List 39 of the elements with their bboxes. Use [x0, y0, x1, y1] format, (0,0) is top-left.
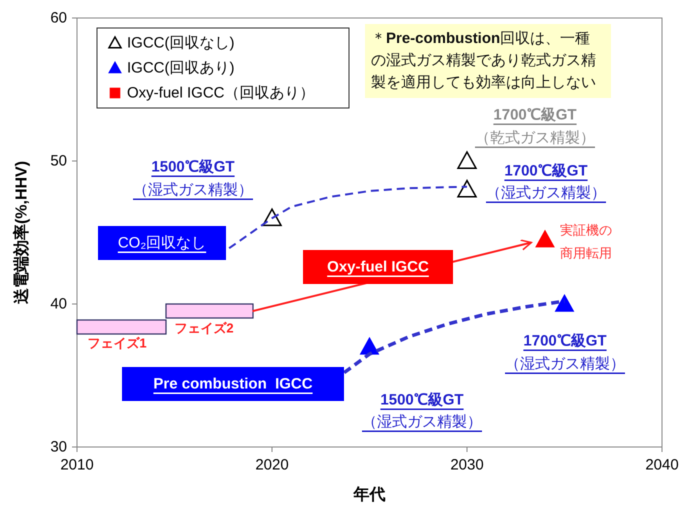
annotation: Pre combustion IGCC: [153, 376, 313, 392]
point: [457, 151, 477, 169]
legend-label: IGCC(回収あり): [127, 60, 234, 76]
point: [536, 230, 554, 248]
annotation: CO₂回収なし: [98, 226, 226, 260]
annotation: ＊Pre-combustion回収は、一種の湿式ガス精製であり乾式ガス精製を適用しても効率は向上しない: [365, 24, 611, 98]
y-tick-label: 60: [50, 10, 67, 26]
annotation: 1500℃級GT: [380, 392, 464, 408]
y-axis-title: 送電端効率(%,HHV): [12, 160, 30, 306]
annotation: 商用転用: [560, 246, 612, 260]
x-tick-label: 2040: [645, 456, 679, 474]
annotation: （湿式ガス精製）: [505, 356, 625, 372]
annotation: 1500℃級GT: [151, 158, 235, 176]
annotation: 1700℃級GT: [523, 332, 607, 350]
annotation: 1700℃級GT: [493, 106, 577, 124]
annotation: 実証機の: [560, 222, 612, 238]
annotation: （乾式ガス精製）: [475, 130, 595, 146]
y-tick-label: 30: [50, 438, 67, 456]
point: [360, 337, 379, 355]
y-tick-label: 50: [50, 152, 67, 170]
annotation: Pre combustion IGCC: [122, 367, 344, 401]
annotation: （湿式ガス精製）: [133, 182, 253, 198]
legend-label: IGCC(回収なし): [127, 34, 234, 52]
annotation: （湿式ガス精製）: [362, 414, 482, 430]
point: [457, 180, 477, 198]
point: [555, 294, 574, 312]
annotation: フェイズ2: [174, 320, 234, 336]
annotation: Oxy-fuel IGCC: [303, 250, 453, 284]
annotation: （湿式ガス精製）: [486, 184, 606, 202]
x-tick-label: 2030: [450, 456, 484, 474]
x-tick-label: 2010: [60, 456, 94, 474]
y-tick-label: 40: [50, 296, 67, 312]
annotation: CO₂回収なし: [118, 234, 206, 252]
annotation: フェイズ1: [87, 336, 147, 350]
x-tick-label: 2020: [255, 456, 289, 474]
annotation: Oxy-fuel IGCC: [327, 258, 430, 276]
annotation: 1700℃級GT: [504, 162, 588, 180]
x-axis-title: 年代: [352, 486, 386, 504]
legend-label: Oxy-fuel IGCC（回収あり）: [127, 84, 315, 102]
